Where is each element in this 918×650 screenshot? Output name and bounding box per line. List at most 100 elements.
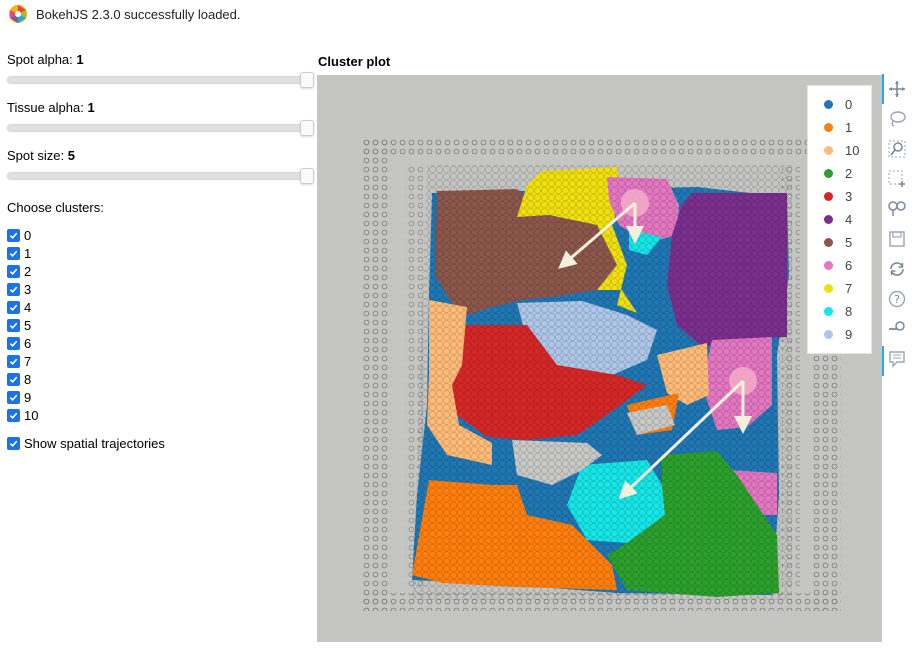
cluster-checkbox-4[interactable]: 4	[7, 298, 315, 316]
legend-swatch	[824, 329, 833, 339]
legend-swatch	[824, 260, 833, 270]
cluster-checkbox-label: 8	[24, 371, 32, 387]
cluster-checkbox-label: 4	[24, 299, 32, 315]
pan-active-indicator	[882, 74, 884, 104]
cluster-legend: 0 1 10 2 3 4 5 6 7 8 9	[807, 85, 872, 354]
tissue-alpha-slider[interactable]	[7, 124, 313, 132]
spot-size-value: 5	[67, 148, 75, 163]
cluster-checkbox-label: 3	[24, 281, 32, 297]
cluster-checkbox-label: 6	[24, 335, 32, 351]
checkbox-checked-icon[interactable]	[7, 264, 20, 278]
checkbox-checked-icon[interactable]	[7, 336, 20, 350]
plot-toolbar: ?	[882, 74, 912, 376]
legend-item[interactable]: 1	[824, 119, 852, 135]
hover-icon[interactable]	[884, 346, 910, 372]
cluster-checkbox-3[interactable]: 3	[7, 280, 315, 298]
cluster-plot-canvas[interactable]	[317, 75, 882, 642]
spatial-trajectories	[558, 189, 757, 500]
legend-item[interactable]: 9	[824, 326, 852, 342]
cluster-checkbox-group: 0 1 2 3 4 5 6 7 8 9 10	[7, 226, 315, 424]
legend-swatch	[824, 99, 833, 109]
legend-label: 1	[845, 119, 853, 135]
reset-icon[interactable]	[884, 256, 910, 282]
cluster-checkbox-label: 1	[24, 245, 32, 261]
legend-label: 3	[845, 188, 853, 204]
spot-size-handle[interactable]	[300, 168, 314, 184]
spot-size-slider-block: Spot size: 5	[7, 148, 315, 196]
cluster-checkbox-0[interactable]: 0	[7, 226, 315, 244]
legend-item[interactable]: 4	[824, 211, 852, 227]
legend-item[interactable]: 10	[824, 142, 859, 158]
cluster-checkbox-7[interactable]: 7	[7, 352, 315, 370]
checkbox-checked-icon[interactable]	[7, 318, 20, 332]
tissue-alpha-value: 1	[87, 100, 95, 115]
legend-item[interactable]: 6	[824, 257, 852, 273]
box-select-icon[interactable]	[884, 166, 910, 192]
checkbox-checked-icon[interactable]	[7, 408, 20, 422]
bokeh-logo-icon	[9, 5, 27, 23]
cluster-checkbox-9[interactable]: 9	[7, 388, 315, 406]
legend-swatch	[824, 145, 833, 155]
checkbox-checked-icon[interactable]	[7, 390, 20, 404]
save-icon[interactable]	[884, 226, 910, 252]
checkbox-checked-icon[interactable]	[7, 246, 20, 260]
controls-panel: Spot alpha: 1 Tissue alpha: 1 Spot size:…	[7, 52, 315, 452]
spot-size-slider[interactable]	[7, 172, 313, 180]
cluster-checkbox-1[interactable]: 1	[7, 244, 315, 262]
legend-label: 8	[845, 303, 853, 319]
tissue-alpha-slider-block: Tissue alpha: 1	[7, 100, 315, 148]
cluster-checkbox-label: 2	[24, 263, 32, 279]
wheel-zoom-icon[interactable]	[884, 316, 910, 342]
lasso-select-icon[interactable]	[884, 106, 910, 132]
legend-swatch	[824, 191, 833, 201]
checkbox-checked-icon[interactable]	[7, 436, 20, 450]
spot-alpha-handle[interactable]	[300, 72, 314, 88]
legend-item[interactable]: 8	[824, 303, 852, 319]
legend-swatch	[824, 168, 833, 178]
legend-swatch	[824, 283, 833, 293]
legend-item[interactable]: 5	[824, 234, 852, 250]
cluster-checkbox-label: 5	[24, 317, 32, 333]
cluster-checkbox-label: 7	[24, 353, 32, 369]
trajectory-checkbox[interactable]: Show spatial trajectories	[7, 434, 315, 452]
legend-label: 4	[845, 211, 853, 227]
tissue-alpha-label: Tissue alpha: 1	[7, 100, 95, 115]
legend-label: 6	[845, 257, 853, 273]
spot-alpha-slider[interactable]	[7, 76, 313, 84]
pan-icon[interactable]	[884, 76, 910, 102]
box-zoom-icon[interactable]	[884, 136, 910, 162]
spot-alpha-label: Spot alpha: 1	[7, 52, 84, 67]
checkbox-checked-icon[interactable]	[7, 300, 20, 314]
plot-title: Cluster plot	[318, 54, 391, 69]
banner-text: BokehJS 2.3.0 successfully loaded.	[36, 6, 241, 22]
legend-item[interactable]: 0	[824, 96, 852, 112]
cluster-checkbox-10[interactable]: 10	[7, 406, 315, 424]
legend-item[interactable]: 7	[824, 280, 852, 296]
cluster-checkbox-2[interactable]: 2	[7, 262, 315, 280]
checkbox-checked-icon[interactable]	[7, 228, 20, 242]
legend-label: 5	[845, 234, 853, 250]
cluster-checkbox-6[interactable]: 6	[7, 334, 315, 352]
checkbox-checked-icon[interactable]	[7, 354, 20, 368]
spot-size-label: Spot size: 5	[7, 148, 75, 163]
cluster-checkbox-label: 10	[24, 407, 39, 423]
checkbox-checked-icon[interactable]	[7, 372, 20, 386]
link-icon[interactable]	[884, 196, 910, 222]
legend-swatch	[824, 214, 833, 224]
hover-active-indicator	[882, 346, 884, 376]
cluster-checkbox-label: 9	[24, 389, 32, 405]
checkbox-checked-icon[interactable]	[7, 282, 20, 296]
legend-item[interactable]: 2	[824, 165, 852, 181]
legend-label: 9	[845, 326, 853, 342]
legend-swatch	[824, 237, 833, 247]
legend-item[interactable]: 3	[824, 188, 852, 204]
legend-label: 7	[845, 280, 853, 296]
help-icon[interactable]: ?	[884, 286, 910, 312]
cluster-checkbox-5[interactable]: 5	[7, 316, 315, 334]
tissue-alpha-handle[interactable]	[300, 120, 314, 136]
legend-label: 2	[845, 165, 853, 181]
spot-alpha-value: 1	[76, 52, 84, 67]
svg-text:?: ?	[894, 293, 900, 306]
cluster-plot[interactable]	[317, 75, 882, 642]
cluster-checkbox-8[interactable]: 8	[7, 370, 315, 388]
